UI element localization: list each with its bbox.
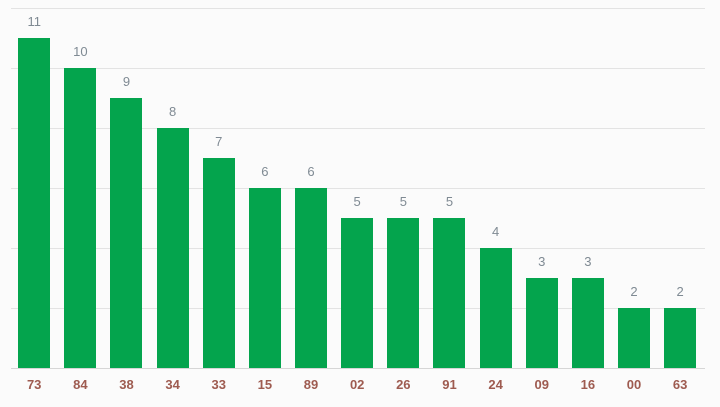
x-axis-label: 91 (442, 377, 457, 392)
gridline (11, 188, 705, 189)
x-axis-label: 34 (165, 377, 180, 392)
bar[interactable] (295, 188, 328, 368)
bar-value-label: 6 (261, 164, 269, 179)
gridline (11, 8, 705, 9)
x-axis-label: 02 (349, 377, 365, 392)
bar[interactable] (664, 308, 697, 368)
x-axis-label: 09 (534, 377, 549, 392)
bar-value-label: 5 (353, 194, 361, 209)
x-axis-label: 00 (626, 377, 642, 392)
bar-value-label: 5 (399, 194, 407, 209)
bar-value-label: 4 (491, 224, 500, 239)
x-axis-label: 26 (396, 377, 411, 392)
gridline (11, 68, 705, 69)
x-axis-label: 16 (580, 377, 596, 392)
bar-value-label: 2 (630, 284, 638, 299)
bar-value-label: 11 (27, 14, 41, 29)
x-axis-label: 24 (488, 377, 503, 392)
x-axis-label: 73 (26, 377, 42, 392)
bar[interactable] (202, 158, 235, 368)
bar-value-label: 10 (73, 44, 88, 59)
x-axis-label: 84 (73, 377, 88, 392)
bar-value-label: 5 (445, 194, 454, 209)
bar-value-label: 3 (538, 254, 546, 269)
bar-value-label: 7 (215, 134, 223, 149)
x-axis-label: 89 (303, 377, 319, 392)
bar[interactable] (110, 98, 143, 368)
bar[interactable] (433, 218, 466, 368)
x-axis-label: 38 (119, 377, 134, 392)
bar-value-label: 8 (168, 104, 177, 119)
bar-value-label: 2 (676, 284, 684, 299)
bar-value-label: 6 (307, 164, 315, 179)
x-axis-line (11, 368, 705, 369)
bar[interactable] (571, 278, 604, 368)
bar-value-label: 3 (584, 254, 592, 269)
bar[interactable] (64, 68, 97, 368)
bar-value-label: 9 (122, 74, 131, 89)
bar[interactable] (479, 248, 512, 368)
gridline (11, 128, 705, 129)
x-axis-label: 63 (672, 377, 688, 392)
bar[interactable] (18, 38, 51, 368)
bar[interactable] (341, 218, 374, 368)
bar[interactable] (387, 218, 420, 368)
x-axis-label: 33 (211, 377, 226, 392)
x-axis-label: 15 (257, 377, 273, 392)
bar[interactable] (618, 308, 651, 368)
bar[interactable] (248, 188, 281, 368)
bar[interactable] (525, 278, 558, 368)
bar[interactable] (156, 128, 189, 368)
